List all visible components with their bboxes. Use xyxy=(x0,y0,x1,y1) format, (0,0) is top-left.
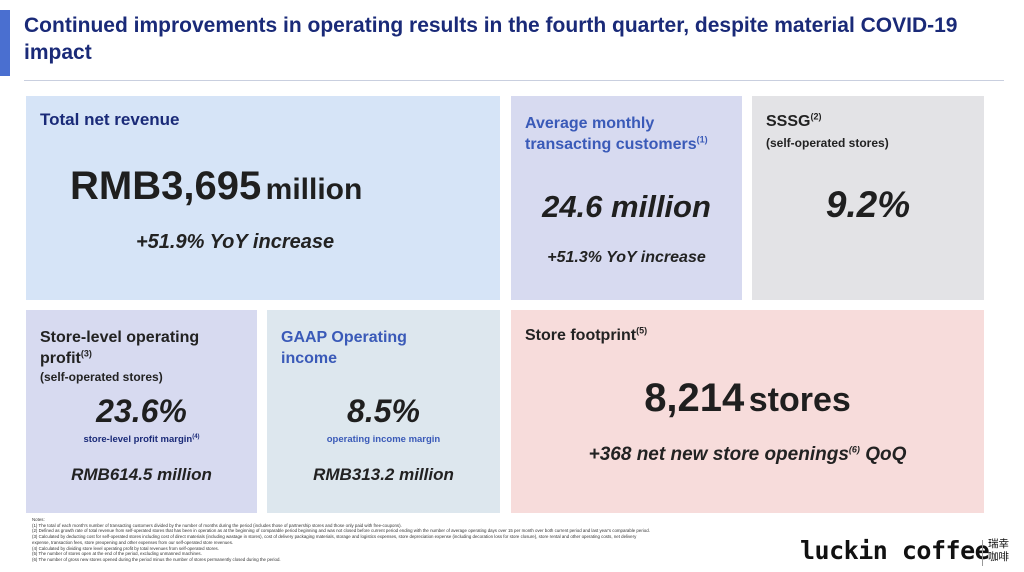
card-gaap-operating-income: GAAP Operating income 8.5% operating inc… xyxy=(267,310,500,513)
footnotes: Notes: (1) The total of each month's num… xyxy=(32,517,792,563)
card-store-level-profit: Store-level operating profit(3) (self-op… xyxy=(26,310,257,513)
store-count: 8,214 stores xyxy=(511,376,984,421)
slide-title: Continued improvements in operating resu… xyxy=(24,14,958,64)
customers-value: 24.6 million xyxy=(542,189,711,224)
store-count-unit: stores xyxy=(748,381,851,419)
net-new-stores-tail: QoQ xyxy=(865,444,907,465)
store-count-value: 8,214 xyxy=(644,376,745,420)
title-divider xyxy=(24,80,1004,81)
footnote-ref: (1) xyxy=(696,134,708,145)
notes-label: Notes: xyxy=(32,517,45,522)
operating-margin-value: 8.5% xyxy=(347,393,420,429)
footnote-ref: (4) xyxy=(192,433,200,440)
caption-text: store-level profit margin xyxy=(83,434,193,445)
revenue-amount: RMB3,695 xyxy=(70,164,262,208)
heading-text: Store footprint xyxy=(525,327,637,344)
title-accent-bar xyxy=(0,10,10,76)
heading-line-2: income xyxy=(281,350,338,367)
heading-line-1: Store-level operating xyxy=(40,329,200,346)
revenue-growth: +51.9% YoY increase xyxy=(136,231,335,253)
card-total-net-revenue: Total net revenue RMB3,695 million +51.9… xyxy=(26,96,500,300)
logo-cn-line-1: 瑞幸 xyxy=(988,538,1009,550)
footnote-ref: (5) xyxy=(636,325,648,336)
heading-text: SSSG xyxy=(766,113,811,130)
customers-growth: +51.3% YoY increase xyxy=(547,249,706,266)
net-new-stores-text: +368 net new store openings xyxy=(588,444,849,465)
logo-chinese-text: 瑞幸 咖啡 xyxy=(988,538,1012,564)
net-new-stores: +368 net new store openings(6) QoQ xyxy=(511,444,984,466)
note-line: (3) Calculated by deducting cost for sel… xyxy=(32,534,637,540)
heading-line-2: transacting customers(1) xyxy=(525,134,708,155)
card-heading: Average monthly transacting customers(1) xyxy=(525,113,708,155)
card-heading: Store footprint(5) xyxy=(525,325,648,345)
logo-cn-line-2: 咖啡 xyxy=(988,551,1009,563)
heading-line-2-text: profit xyxy=(40,350,81,367)
heading-line-1: GAAP Operating xyxy=(281,329,407,346)
revenue-unit: million xyxy=(265,173,363,206)
card-heading: SSSG(2) xyxy=(766,111,822,131)
note-line: (6) The number of gross new stores opene… xyxy=(32,556,281,562)
store-profit-margin-caption: store-level profit margin(4) xyxy=(26,434,257,445)
luckin-coffee-logo: luckin coffee xyxy=(800,536,990,565)
sssg-value: 9.2% xyxy=(825,184,911,225)
card-subheading: (self-operated stores) xyxy=(766,136,889,150)
heading-line-2-text: transacting customers xyxy=(525,136,697,153)
note-line: (4) Calculated by dividing store level o… xyxy=(32,545,219,551)
card-monthly-customers: Average monthly transacting customers(1)… xyxy=(511,96,742,300)
heading-line-1: Average monthly xyxy=(525,115,655,132)
note-line: (5) The number of stores open at the end… xyxy=(32,551,202,557)
card-subheading: (self-operated stores) xyxy=(40,370,163,384)
operating-margin-caption: operating income margin xyxy=(326,434,441,445)
operating-income-amount: RMB313.2 million xyxy=(313,465,454,484)
note-line: (2) Defined as growth rate of total reve… xyxy=(32,528,650,534)
note-line: expense, transaction fees, store preopen… xyxy=(32,539,234,545)
revenue-value: RMB3,695 million xyxy=(70,164,500,209)
footnote-ref: (2) xyxy=(810,111,822,122)
card-heading: Store-level operating profit(3) xyxy=(40,327,199,369)
footnote-ref: (6) xyxy=(848,444,860,455)
card-store-footprint: Store footprint(5) 8,214 stores +368 net… xyxy=(511,310,984,513)
card-heading: Total net revenue xyxy=(40,110,180,129)
note-line: (1) The total of each month's number of … xyxy=(32,522,402,528)
card-heading: GAAP Operating income xyxy=(281,327,407,369)
card-sssg: SSSG(2) (self-operated stores) 9.2% xyxy=(752,96,984,300)
heading-line-2: profit(3) xyxy=(40,348,199,369)
footnote-ref: (3) xyxy=(80,348,92,359)
logo-separator xyxy=(982,540,983,566)
store-profit-margin-value: 23.6% xyxy=(96,393,187,429)
store-profit-amount: RMB614.5 million xyxy=(71,465,212,484)
